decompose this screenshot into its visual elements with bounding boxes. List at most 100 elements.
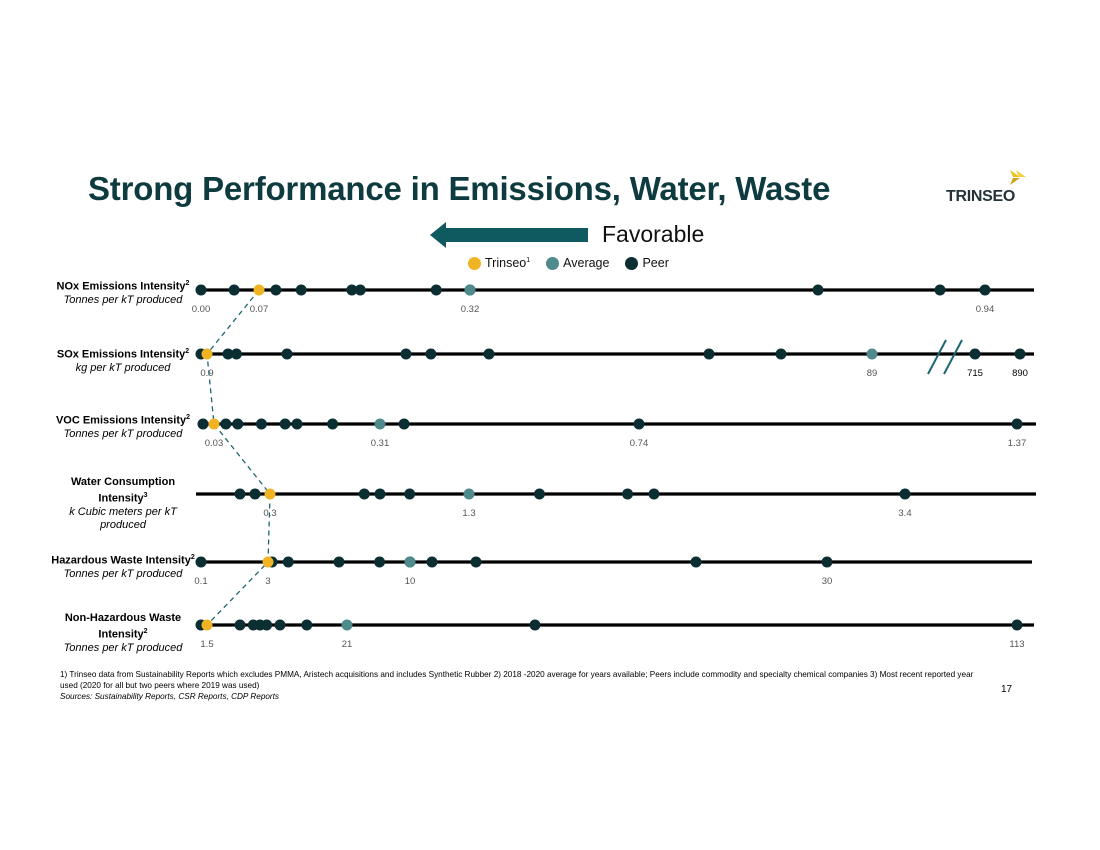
peer-point xyxy=(398,418,410,430)
trinseo-logo: TRINSEO xyxy=(946,170,1036,210)
axis-break-mark xyxy=(943,339,963,375)
peer-point xyxy=(255,418,267,430)
peer-point xyxy=(281,348,293,360)
peer-point xyxy=(483,348,495,360)
average-point xyxy=(341,619,353,631)
peer-point xyxy=(633,418,645,430)
tick-label: 113 xyxy=(1009,639,1024,650)
peer-point xyxy=(426,556,438,568)
tick-label: 0.31 xyxy=(371,438,390,449)
trinseo-point xyxy=(208,418,220,430)
legend-swatch-peer xyxy=(625,256,639,270)
peer-point xyxy=(222,348,234,360)
logo-text: TRINSEO xyxy=(946,188,1016,205)
legend-item-average: Average xyxy=(546,256,609,270)
peer-point xyxy=(1011,619,1023,631)
tick-label: 0.94 xyxy=(976,304,995,315)
trinseo-point xyxy=(253,284,265,296)
peer-point xyxy=(969,348,981,360)
peer-point xyxy=(282,556,294,568)
peer-point xyxy=(220,418,232,430)
tick-label: 3.4 xyxy=(898,508,911,519)
row-label-hazardous-waste: Hazardous Waste Intensity2 Tonnes per kT… xyxy=(51,554,195,580)
peer-point xyxy=(234,619,246,631)
peer-point xyxy=(195,556,207,568)
tick-label: 0.03 xyxy=(205,438,224,449)
tick-label: 0.74 xyxy=(630,438,649,449)
tick-label: 0.00 xyxy=(192,304,211,315)
peer-point xyxy=(230,348,242,360)
peer-point xyxy=(327,418,339,430)
peer-point xyxy=(295,284,307,296)
peer-point xyxy=(622,488,634,500)
peer-point xyxy=(301,619,313,631)
tick-label: 0.3 xyxy=(263,508,276,519)
sources-note: Sources: Sustainability Reports, CSR Rep… xyxy=(60,692,280,701)
tick-label: 1.37 xyxy=(1008,438,1027,449)
chart-legend: Trinseo1 Average Peer xyxy=(468,256,685,270)
tick-label: 0.07 xyxy=(250,304,269,315)
peer-point xyxy=(354,284,366,296)
peer-point xyxy=(291,418,303,430)
peer-point xyxy=(358,488,370,500)
trinseo-point xyxy=(201,619,213,631)
tick-label: 890 xyxy=(1012,368,1028,379)
tick-label: 21 xyxy=(342,639,353,650)
page-title: Strong Performance in Emissions, Water, … xyxy=(88,170,831,207)
tick-label: 10 xyxy=(405,576,416,587)
peer-point xyxy=(690,556,702,568)
peer-point xyxy=(374,556,386,568)
peer-point xyxy=(812,284,824,296)
tick-label: 0.9 xyxy=(200,368,213,379)
peer-point xyxy=(228,284,240,296)
peer-point xyxy=(934,284,946,296)
peer-point xyxy=(648,488,660,500)
row-label-voc: VOC Emissions Intensity2 Tonnes per kT p… xyxy=(55,414,191,440)
legend-item-trinseo: Trinseo1 xyxy=(468,256,530,270)
row-label-water: Water Consumption Intensity3 k Cubic met… xyxy=(69,476,177,531)
peer-point xyxy=(270,284,282,296)
legend-item-peer: Peer xyxy=(625,256,669,270)
legend-label-average: Average xyxy=(563,256,610,270)
peer-point xyxy=(425,348,437,360)
average-point xyxy=(463,488,475,500)
peer-point xyxy=(274,619,286,631)
peer-point xyxy=(232,418,244,430)
peer-point xyxy=(1014,348,1026,360)
peer-point xyxy=(404,488,416,500)
tick-label: 89 xyxy=(867,368,878,379)
peer-point xyxy=(899,488,911,500)
row-label-sox: SOx Emissions Intensity2 kg per kT produ… xyxy=(56,348,190,374)
peer-point xyxy=(261,619,273,631)
page-number: 17 xyxy=(1001,684,1013,695)
trinseo-point xyxy=(262,556,274,568)
row-label-nox: NOx Emissions Intensity2 Tonnes per kT p… xyxy=(56,280,190,306)
average-point xyxy=(404,556,416,568)
peer-point xyxy=(197,418,209,430)
tick-label: 1.3 xyxy=(462,508,475,519)
favorable-arrow-icon xyxy=(430,222,588,248)
trinseo-connector-line xyxy=(206,289,271,626)
axis-break-mark xyxy=(927,339,947,375)
peer-point xyxy=(979,284,991,296)
peer-point xyxy=(234,488,246,500)
peer-point xyxy=(470,556,482,568)
peer-point xyxy=(195,284,207,296)
trinseo-point xyxy=(201,348,213,360)
average-point xyxy=(374,418,386,430)
peer-point xyxy=(333,556,345,568)
peer-point xyxy=(374,488,386,500)
peer-point xyxy=(1011,418,1023,430)
peer-point xyxy=(775,348,787,360)
trinseo-point xyxy=(264,488,276,500)
peer-point xyxy=(430,284,442,296)
tick-label: 30 xyxy=(822,576,833,587)
peer-point xyxy=(821,556,833,568)
peer-point xyxy=(533,488,545,500)
peer-point xyxy=(279,418,291,430)
peer-point xyxy=(703,348,715,360)
peer-point xyxy=(249,488,261,500)
row-label-non-hazardous-waste: Non-Hazardous Waste Intensity2 Tonnes pe… xyxy=(63,612,183,654)
legend-swatch-trinseo xyxy=(468,256,481,270)
